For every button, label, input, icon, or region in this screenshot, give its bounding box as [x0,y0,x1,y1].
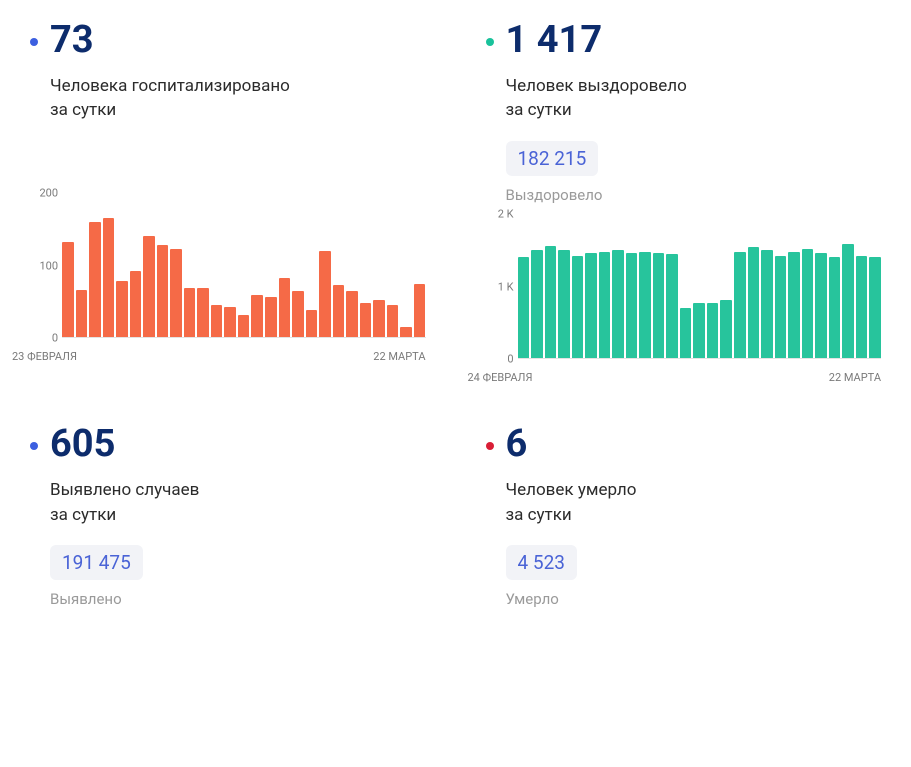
chart-bar [680,308,692,358]
y-tick: 0 [30,332,58,345]
y-tick: 200 [30,187,58,200]
chart-bar [211,305,223,337]
chart-bar [572,256,584,358]
chart-bar [842,244,854,358]
desc-deaths: Человек умерло за сутки [506,478,882,527]
desc-hospitalized: Человека госпитализировано за сутки [50,74,426,123]
chart-bar [518,257,530,358]
value-hospitalized: 73 [50,20,94,62]
chart-bar [856,256,868,358]
y-tick: 1 K [486,280,514,293]
total-deaths: 4 523 [506,545,577,580]
panel-detected: 605 Выявлено случаев за сутки 191 475 Вы… [30,424,426,608]
chart-bar [829,257,841,358]
x-end-recovered: 22 МАРТА [829,371,881,384]
x-start-recovered: 24 ФЕВРАЛЯ [468,371,533,384]
chart-bar [116,281,128,337]
total-label-detected: Выявлено [50,590,426,608]
chart-bar [89,222,101,337]
bullet-detected [30,442,38,450]
desc-recovered: Человек выздоровело за сутки [506,74,882,123]
chart-bar [761,250,773,358]
chart-bar [414,284,426,337]
chart-bar [130,271,142,337]
value-recovered: 1 417 [506,20,603,62]
chart-hospitalized: 0100200 23 ФЕВРАЛЯ 22 МАРТА [30,193,426,363]
chart-bar [292,291,304,337]
chart-bar [653,253,665,358]
chart-bar [775,256,787,358]
value-detected: 605 [50,424,115,466]
chart-bar [62,242,74,337]
total-recovered: 182 215 [506,141,599,176]
chart-bar [76,290,88,338]
chart-bar [143,236,155,337]
chart-bar [531,250,543,358]
chart-bar [373,300,385,337]
chart-bar [585,253,597,358]
chart-bar [639,252,651,359]
chart-bar [545,246,557,358]
bullet-recovered [486,38,494,46]
chart-bar [558,250,570,358]
chart-recovered: 01 K2 K 24 ФЕВРАЛЯ 22 МАРТА [486,214,882,384]
chart-bar [157,245,169,337]
y-tick: 2 K [486,208,514,221]
chart-bar [720,300,732,358]
value-deaths: 6 [506,424,528,466]
total-label-recovered: Выздоровело [506,186,882,204]
chart-bar [306,310,318,337]
chart-bar [184,288,196,337]
chart-bar [224,307,236,337]
y-tick: 0 [486,353,514,366]
chart-bar [748,247,760,358]
total-detected: 191 475 [50,545,143,580]
chart-bar [788,252,800,359]
chart-bar [279,278,291,337]
chart-bar [707,303,719,358]
chart-bar [802,249,814,358]
desc-detected: Выявлено случаев за сутки [50,478,426,527]
bullet-hospitalized [30,38,38,46]
chart-bar [360,303,372,338]
x-end-hospitalized: 22 МАРТА [373,350,425,363]
chart-bar [319,251,331,337]
chart-bar [400,327,412,337]
chart-bar [197,288,209,337]
panel-hospitalized: 73 Человека госпитализировано за сутки 0… [30,20,426,384]
chart-bar [869,257,881,358]
chart-bar [103,218,115,338]
y-tick: 100 [30,259,58,272]
chart-bar [815,253,827,358]
chart-bar [693,303,705,358]
chart-bar [599,252,611,359]
chart-bar [387,305,399,337]
chart-bar [238,315,250,337]
chart-bar [612,250,624,358]
total-label-deaths: Умерло [506,590,882,608]
chart-bar [626,253,638,358]
chart-bar [333,285,345,337]
bullet-deaths [486,442,494,450]
panel-recovered: 1 417 Человек выздоровело за сутки 182 2… [486,20,882,384]
chart-bar [251,295,263,337]
chart-bar [170,249,182,337]
chart-bar [265,297,277,337]
chart-bar [666,254,678,358]
x-start-hospitalized: 23 ФЕВРАЛЯ [12,350,77,363]
panel-deaths: 6 Человек умерло за сутки 4 523 Умерло [486,424,882,608]
chart-bar [734,252,746,359]
chart-bar [346,291,358,337]
